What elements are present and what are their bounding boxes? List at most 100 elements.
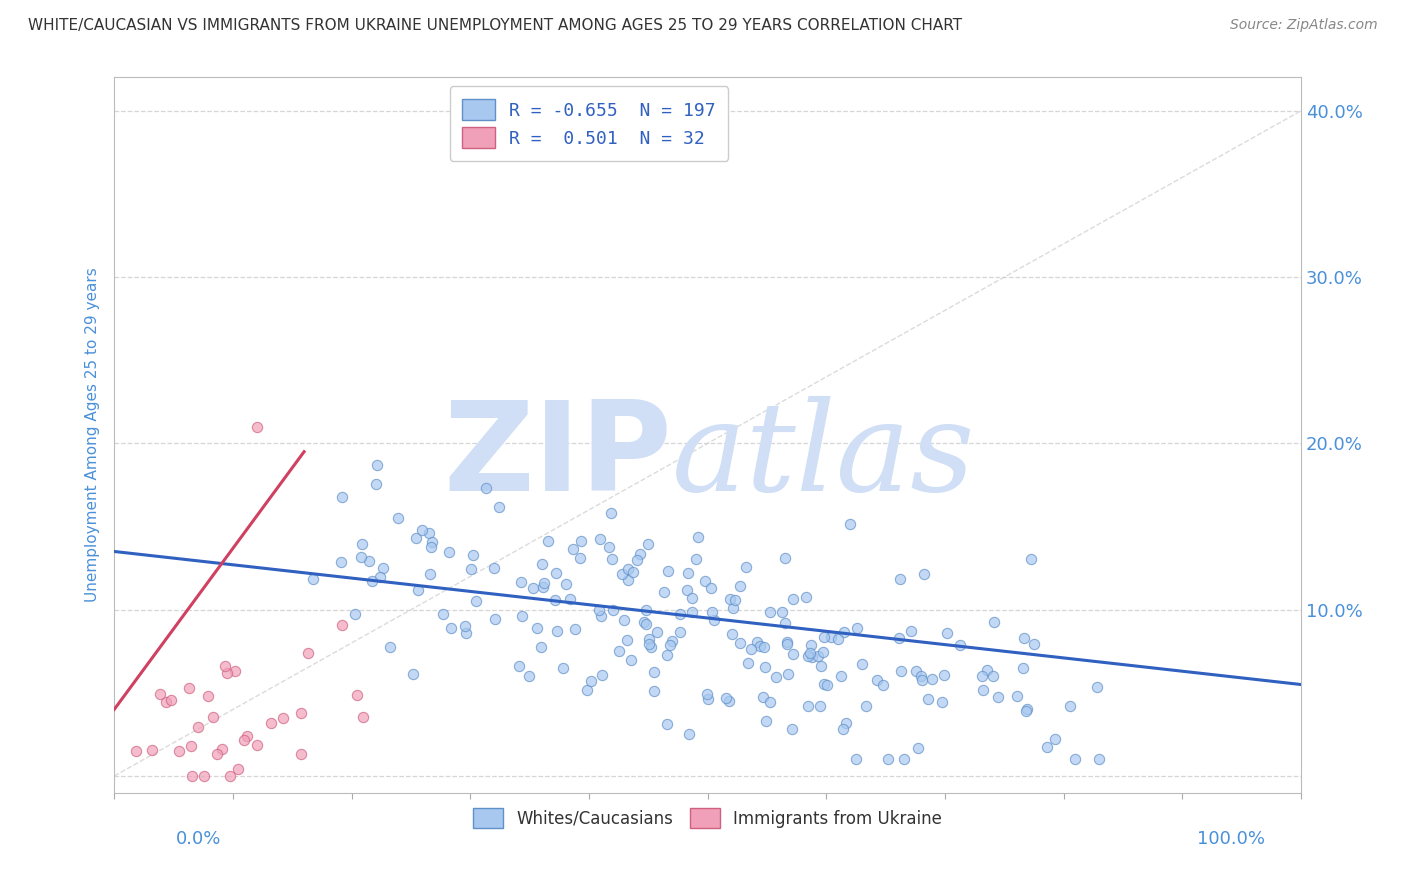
Point xyxy=(602,603,624,617)
Point xyxy=(368,570,391,584)
Point xyxy=(973,682,995,697)
Point xyxy=(981,669,1004,683)
Point xyxy=(259,715,281,730)
Point xyxy=(815,678,838,692)
Point xyxy=(366,458,388,472)
Point xyxy=(205,747,228,761)
Point xyxy=(1087,752,1109,766)
Point xyxy=(718,591,741,606)
Point xyxy=(211,741,233,756)
Point xyxy=(697,692,720,706)
Point xyxy=(810,658,832,673)
Point xyxy=(800,638,823,652)
Point xyxy=(676,566,699,581)
Point xyxy=(551,661,574,675)
Point xyxy=(911,673,934,687)
Point xyxy=(214,659,236,673)
Point xyxy=(588,603,610,617)
Point xyxy=(219,769,242,783)
Point xyxy=(617,562,640,576)
Point xyxy=(568,551,591,566)
Point xyxy=(934,668,956,682)
Point xyxy=(754,640,776,654)
Point xyxy=(202,710,225,724)
Point xyxy=(721,627,744,641)
Point xyxy=(740,641,762,656)
Point xyxy=(544,593,567,607)
Point xyxy=(678,726,700,740)
Point xyxy=(141,742,163,756)
Point xyxy=(728,579,751,593)
Point xyxy=(598,540,620,554)
Point xyxy=(846,621,869,635)
Point xyxy=(246,419,269,434)
Point xyxy=(350,537,373,551)
Point xyxy=(799,646,821,660)
Point xyxy=(876,752,898,766)
Point xyxy=(640,640,662,654)
Point xyxy=(599,507,621,521)
Point xyxy=(616,573,638,587)
Point xyxy=(714,690,737,705)
Point xyxy=(949,638,972,652)
Point xyxy=(887,632,910,646)
Point xyxy=(820,631,842,645)
Point xyxy=(657,648,679,662)
Point xyxy=(655,717,678,731)
Point xyxy=(910,668,932,682)
Point xyxy=(607,644,630,658)
Text: atlas: atlas xyxy=(672,396,976,517)
Point xyxy=(456,625,478,640)
Point xyxy=(387,511,409,525)
Point xyxy=(890,664,912,678)
Point xyxy=(703,613,725,627)
Point xyxy=(290,706,312,720)
Point xyxy=(723,600,745,615)
Point xyxy=(1036,739,1059,754)
Point xyxy=(419,567,441,582)
Point xyxy=(560,591,582,606)
Point xyxy=(702,605,724,619)
Point xyxy=(1019,551,1042,566)
Point xyxy=(302,572,325,586)
Point xyxy=(1085,680,1108,694)
Point xyxy=(329,556,352,570)
Point xyxy=(987,690,1010,705)
Point xyxy=(659,638,682,652)
Point xyxy=(921,673,943,687)
Point xyxy=(626,553,648,567)
Point xyxy=(872,678,894,692)
Point xyxy=(838,517,860,532)
Point xyxy=(224,664,246,678)
Point xyxy=(600,551,623,566)
Point xyxy=(246,738,269,752)
Point xyxy=(330,490,353,504)
Point xyxy=(591,668,613,682)
Point xyxy=(637,537,659,551)
Point xyxy=(579,674,602,689)
Point xyxy=(405,531,427,545)
Point xyxy=(834,716,856,731)
Point xyxy=(717,694,740,708)
Point xyxy=(371,561,394,575)
Point xyxy=(800,650,823,665)
Point xyxy=(905,664,928,678)
Point xyxy=(125,744,148,758)
Point xyxy=(796,649,818,664)
Point xyxy=(616,632,638,647)
Point xyxy=(917,692,939,706)
Point xyxy=(845,752,868,766)
Point xyxy=(737,656,759,670)
Point xyxy=(772,605,794,619)
Point xyxy=(827,632,849,646)
Point xyxy=(420,540,443,554)
Point xyxy=(647,624,669,639)
Point xyxy=(571,533,593,548)
Text: 0.0%: 0.0% xyxy=(176,830,221,847)
Point xyxy=(418,526,440,541)
Point xyxy=(460,562,482,576)
Point xyxy=(357,554,380,568)
Point xyxy=(561,541,583,556)
Point xyxy=(1022,637,1045,651)
Point xyxy=(575,682,598,697)
